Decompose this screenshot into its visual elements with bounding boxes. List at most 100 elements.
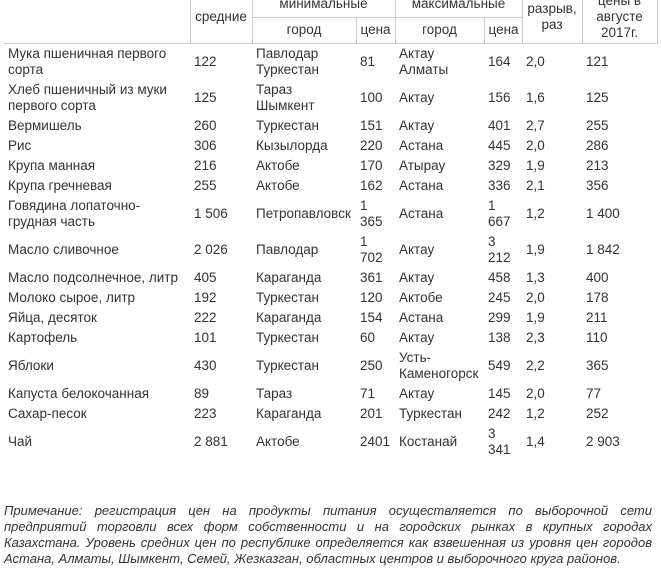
august-price: 252 [586, 406, 609, 421]
max-price: 245 [488, 290, 511, 305]
average-price: 222 [194, 310, 217, 325]
max-price: 156 [488, 90, 511, 105]
average-price: 125 [194, 90, 217, 105]
header-blank [4, 0, 191, 44]
max-price: 299 [488, 310, 511, 325]
min-city: Павлодар [256, 242, 319, 257]
gap: 2,0 [526, 386, 545, 401]
max-city: Актау [399, 90, 435, 105]
header-cell: максимальные [394, 0, 523, 18]
min-price: 170 [360, 158, 383, 173]
gap: 1,9 [526, 310, 545, 325]
august-price: 400 [586, 270, 609, 285]
table-row: Яблоки 430 Туркестан 250 Усть-Каменогорск 549… [4, 348, 657, 384]
max-city: Астана [399, 138, 444, 153]
max-city: Актау [399, 330, 435, 345]
max-price: 138 [488, 330, 511, 345]
min-price: 361 [360, 270, 383, 285]
gap: 2,2 [526, 358, 545, 373]
product: Яблоки [8, 358, 54, 373]
august-price: 110 [586, 330, 608, 345]
min-city: Туркестан [256, 358, 319, 373]
min-price: 120 [360, 290, 383, 305]
product: Мука пшеничная первого сорта [8, 46, 167, 77]
max-city: Астана [399, 206, 444, 221]
max-city: Атырау [399, 158, 446, 173]
min-price: 60 [360, 330, 376, 345]
header-cell: цена [355, 16, 396, 44]
min-city: Павлодар Туркестан [256, 46, 319, 77]
header-cell: город [251, 16, 357, 44]
average-price: 430 [194, 358, 217, 373]
max-city: Актобе [399, 290, 443, 305]
product: Сахар-песок [8, 406, 87, 421]
header-cell: город [394, 16, 485, 44]
average-price: 255 [194, 178, 217, 193]
min-city: Туркестан [256, 290, 319, 305]
august-price: 286 [586, 138, 609, 153]
table-row: Вермишель 260 Туркестан 151 Актау 401 2,7 255 [4, 116, 657, 136]
table-wrap: средние минимальные максимальные разрыв,… [4, 0, 658, 460]
min-city: Караганда [256, 406, 322, 421]
max-city: Астана [399, 178, 444, 193]
header-cell: средние [189, 0, 253, 44]
min-price: 1 365 [360, 198, 383, 229]
product: Чай [8, 434, 33, 449]
min-price: 151 [360, 118, 383, 133]
max-price: 164 [488, 54, 511, 69]
max-city: Актау Алматы [399, 46, 449, 77]
product: Крупа гречневая [8, 178, 112, 193]
august-price: 255 [586, 118, 609, 133]
table-row: Масло подсолнечное, литр 405 Караганда 361 А… [4, 268, 657, 288]
average-price: 260 [194, 118, 217, 133]
product: Картофель [8, 330, 78, 345]
gap: 2,1 [526, 178, 545, 193]
table-row: Чай 2 881 Актобе 2401 Костанай 3 341 1,4 2 903 [4, 424, 657, 460]
table-row: Крупа гречневая 255 Актобе 162 Астана 336 2,1 3… [4, 176, 657, 196]
min-city: Караганда [256, 270, 322, 285]
average-price: 101 [194, 330, 217, 345]
max-city: Усть-Каменогорск [399, 350, 479, 381]
average-price: 223 [194, 406, 217, 421]
gap: 1,6 [526, 90, 545, 105]
product: Масло сливочное [8, 242, 119, 257]
min-city: Туркестан [256, 330, 319, 345]
header-cell: цена [483, 16, 523, 44]
table-row: Крупа манная 216 Актобе 170 Атырау 329 1,9 213 [4, 156, 657, 176]
average-price: 192 [194, 290, 217, 305]
gap: 2,0 [526, 290, 545, 305]
max-price: 329 [488, 158, 511, 173]
min-city: Актобе [256, 158, 300, 173]
product: Говядина лопаточно-грудная часть [8, 198, 141, 229]
product: Рис [8, 138, 32, 153]
max-city: Туркестан [399, 406, 462, 421]
max-city: Костанай [399, 434, 458, 449]
max-price: 242 [488, 406, 511, 421]
gap: 2,7 [526, 118, 545, 133]
max-price: 401 [488, 118, 511, 133]
gap: 1,2 [526, 206, 545, 221]
product: Хлеб пшеничный из муки первого сорта [8, 82, 167, 113]
average-price: 306 [194, 138, 217, 153]
table-header: средние минимальные максимальные разрыв,… [4, 0, 658, 44]
price-table: средние минимальные максимальные разрыв,… [4, 0, 658, 460]
august-price: 365 [586, 358, 609, 373]
august-price: 211 [586, 310, 608, 325]
august-price: 125 [586, 90, 609, 105]
max-price: 1 667 [488, 198, 511, 229]
max-price: 549 [488, 358, 511, 373]
gap: 1,4 [526, 434, 545, 449]
min-city: Актобе [256, 434, 300, 449]
average-price: 89 [194, 386, 210, 401]
august-price: 1 400 [586, 206, 620, 221]
product: Вермишель [8, 118, 82, 133]
header-cell: цены в августе 2017г. [581, 0, 658, 44]
product: Масло подсолнечное, литр [8, 270, 178, 285]
max-price: 3 341 [488, 426, 511, 457]
gap: 1,3 [526, 270, 545, 285]
header-cell: минимальные [251, 0, 396, 18]
gap: 2,3 [526, 330, 545, 345]
max-price: 145 [488, 386, 511, 401]
table-row: Рис 306 Кызылорда 220 Астана 445 2,0 286 [4, 136, 657, 156]
